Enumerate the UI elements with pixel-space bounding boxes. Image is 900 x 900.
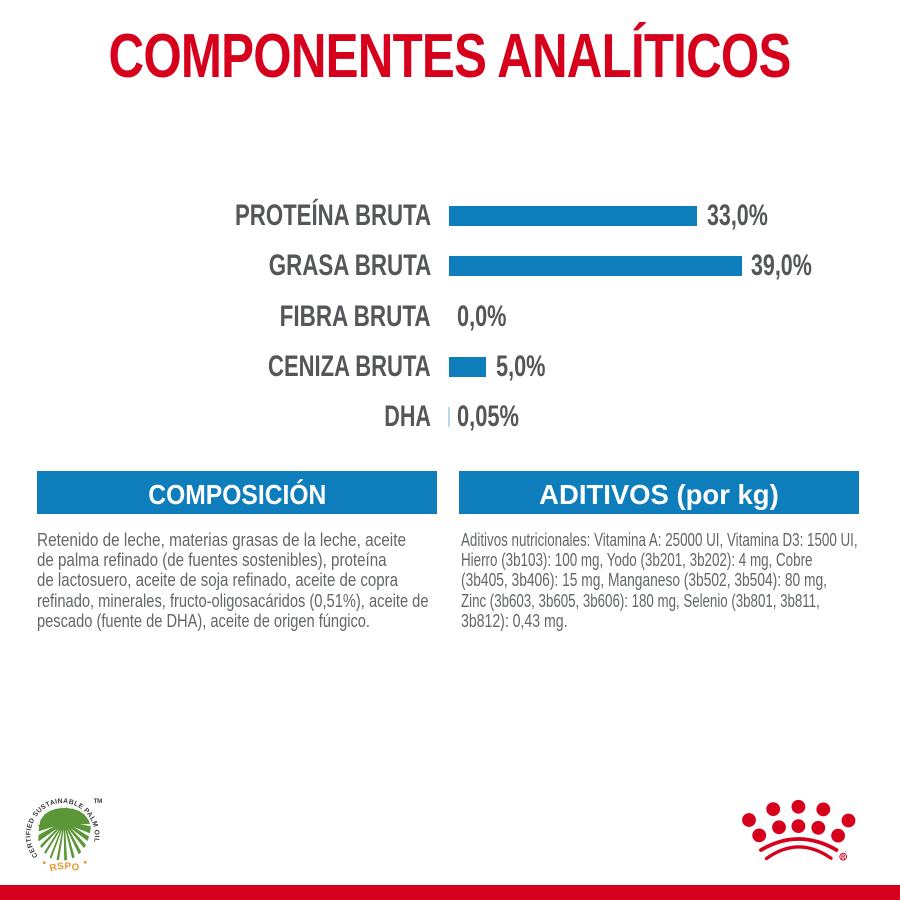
svg-text:R: R xyxy=(841,855,846,861)
svg-text:TM: TM xyxy=(94,798,103,805)
svg-text:RSPO: RSPO xyxy=(48,861,80,874)
